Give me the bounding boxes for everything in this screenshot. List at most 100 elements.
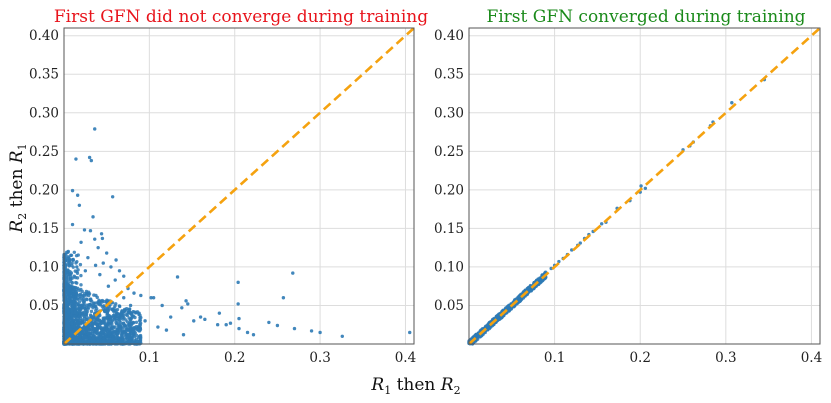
- scatter-point: [137, 318, 142, 323]
- scatter-point: [66, 256, 71, 260]
- scatter-point: [134, 320, 139, 324]
- scatter-point: [639, 184, 643, 188]
- scatter-point: [643, 186, 648, 191]
- scatter-point: [84, 338, 88, 343]
- scatter-point: [126, 327, 130, 331]
- y-tick-label: 0.20: [29, 182, 59, 198]
- scatter-point: [123, 329, 127, 333]
- scatter-point: [122, 274, 126, 278]
- left-panel: 0.1 0.2 0.3 0.4 0.05 0.10 0.15 0.20 0.25 0.30 0.35…: [29, 27, 416, 366]
- scatter-point: [70, 309, 74, 313]
- scatter-point: [75, 321, 80, 326]
- scatter-point: [138, 322, 142, 326]
- scatter-point: [127, 340, 131, 344]
- scatter-point: [83, 269, 88, 273]
- scatter-point: [109, 318, 113, 322]
- scatter-point: [132, 310, 136, 314]
- scatter-point: [72, 337, 76, 341]
- scatter-point: [74, 295, 78, 299]
- scatter-point: [76, 286, 80, 290]
- x-tick-label: 0.2: [629, 350, 650, 366]
- scatter-point: [108, 327, 112, 331]
- scatter-point: [84, 335, 88, 340]
- scatter-point: [71, 285, 75, 289]
- scatter-point: [730, 101, 734, 105]
- scatter-points: [62, 127, 412, 346]
- scatter-point: [128, 303, 133, 308]
- x-tick-label: 0.4: [801, 350, 822, 366]
- scatter-point: [88, 297, 93, 302]
- scatter-point: [136, 326, 140, 331]
- scatter-point: [117, 269, 122, 273]
- scatter-point: [62, 297, 67, 301]
- scatter-point: [65, 301, 69, 305]
- scatter-point: [83, 327, 87, 332]
- scatter-point: [215, 323, 220, 327]
- scatter-point: [67, 325, 72, 329]
- scatter-point: [127, 316, 131, 320]
- scatter-point: [110, 322, 114, 326]
- scatter-point: [78, 262, 83, 267]
- scatter-point: [73, 269, 77, 273]
- scatter-point: [126, 308, 130, 312]
- scatter-point: [94, 307, 99, 311]
- scatter-point: [66, 298, 71, 302]
- scatter-point: [94, 319, 99, 323]
- scatter-point: [114, 331, 118, 336]
- scatter-point: [104, 327, 109, 332]
- scatter-point: [120, 309, 124, 313]
- scatter-point: [599, 222, 604, 226]
- y-tick-label: 0.05: [434, 298, 464, 314]
- scatter-point: [88, 331, 93, 336]
- scatter-point: [228, 321, 233, 325]
- y-tick-label: 0.15: [29, 221, 59, 237]
- scatter-point: [102, 317, 106, 321]
- scatter-point: [100, 326, 104, 330]
- scatter-point: [340, 334, 344, 338]
- scatter-point: [72, 274, 76, 278]
- scatter-point: [164, 328, 169, 332]
- scatter-point: [78, 331, 82, 335]
- scatter-point: [69, 292, 73, 296]
- scatter-point: [94, 328, 99, 333]
- scatter-point: [540, 278, 545, 283]
- scatter-point: [91, 327, 96, 331]
- scatter-point: [217, 311, 222, 315]
- scatter-point: [125, 336, 130, 340]
- scatter-point: [125, 320, 130, 324]
- scatter-point: [113, 325, 117, 329]
- scatter-point: [70, 325, 74, 329]
- scatter-point: [82, 304, 87, 308]
- scatter-point: [71, 258, 75, 262]
- scatter-point: [98, 336, 102, 340]
- y-tick-label: 0.15: [434, 221, 464, 237]
- scatter-point: [74, 157, 78, 161]
- scatter-point: [224, 323, 228, 327]
- scatter-point: [74, 317, 78, 321]
- scatter-point: [85, 297, 89, 302]
- scatter-point: [116, 324, 121, 328]
- x-tick-label: 0.4: [395, 350, 416, 366]
- scatter-point: [81, 300, 86, 304]
- scatter-point: [88, 302, 93, 307]
- scatter-point: [528, 284, 532, 289]
- scatter-point: [62, 284, 67, 288]
- scatter-point: [192, 319, 196, 323]
- y-tick-label: 0.10: [29, 259, 59, 275]
- scatter-point: [408, 330, 412, 335]
- scatter-point: [97, 299, 102, 304]
- scatter-point: [184, 299, 188, 303]
- scatter-point: [66, 291, 70, 295]
- scatter-point: [93, 127, 97, 131]
- x-tick-label: 0.1: [139, 350, 160, 366]
- scatter-point: [106, 284, 111, 288]
- scatter-point: [106, 323, 110, 327]
- scatter-point: [75, 276, 80, 280]
- scatter-point: [72, 250, 77, 255]
- scatter-point: [499, 316, 503, 320]
- scatter-point: [117, 304, 122, 309]
- scatter-point: [75, 265, 79, 269]
- scatter-point: [64, 274, 69, 278]
- scatter-point: [107, 337, 111, 341]
